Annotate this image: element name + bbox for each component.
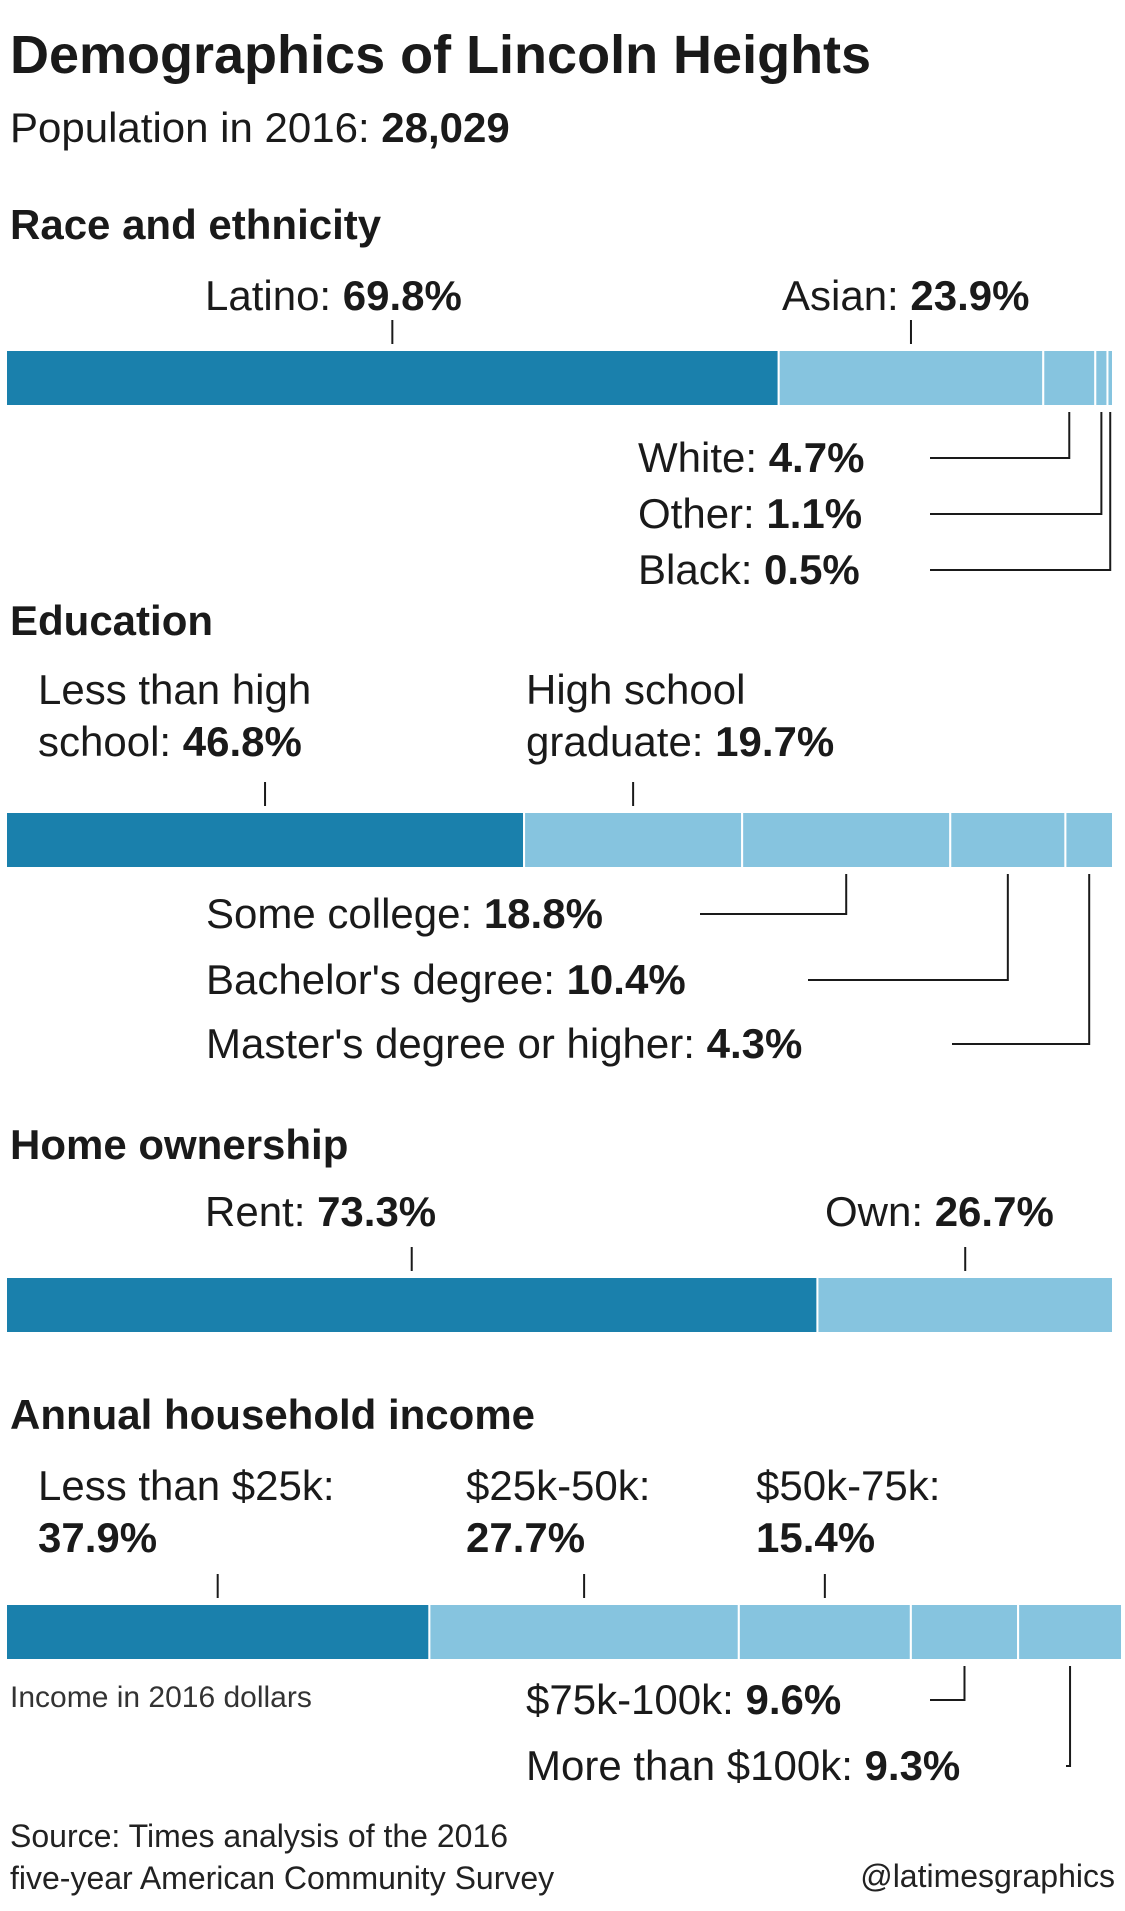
race-bar-segment-3 — [1094, 349, 1109, 407]
population-value: 28,029 — [381, 104, 510, 151]
white-label: White: 4.7% — [638, 434, 865, 481]
income-lt25-label: Less than $25k: 37.9% — [38, 1462, 335, 1561]
bachelors-label: Bachelor's degree: 10.4% — [206, 956, 686, 1003]
credit: @latimesgraphics — [860, 1858, 1115, 1894]
race-bar-segment-1 — [777, 349, 1045, 407]
income-bar-segment-0 — [5, 1603, 431, 1661]
income-75-100-label: $75k-100k: 9.6% — [526, 1676, 842, 1723]
income-gt100-label: More than $100k: 9.3% — [526, 1742, 961, 1789]
income-25-50-label: $25k-50k: 27.7% — [466, 1462, 651, 1561]
income-50-75-label: $50k-75k: 15.4% — [756, 1462, 941, 1561]
income-bar-segment-3 — [909, 1603, 1020, 1661]
less-than-hs-label: Less than high school: 46.8% — [38, 666, 312, 765]
income-note: Income in 2016 dollars — [10, 1681, 312, 1714]
education-bar-segment-0 — [5, 811, 526, 869]
race-bar-segment-2 — [1042, 349, 1097, 407]
education-leader-2 — [700, 874, 848, 915]
education-bar-segment-1 — [523, 811, 744, 869]
home-bar-segment-1 — [816, 1276, 1114, 1334]
education-leader-4 — [952, 874, 1091, 1045]
some-college-label: Some college: 18.8% — [206, 890, 603, 937]
black-label: Black: 0.5% — [638, 546, 860, 593]
race-bar-segment-4 — [1106, 349, 1114, 407]
income-leader-4 — [1066, 1666, 1072, 1767]
race-heading: Race and ethnicity — [10, 201, 382, 248]
own-label: Own: 26.7% — [825, 1188, 1054, 1235]
education-heading: Education — [10, 597, 214, 644]
race-leader-4 — [930, 412, 1112, 571]
hs-grad-label: High school graduate: 19.7% — [526, 666, 835, 765]
education-bar-segment-4 — [1064, 811, 1115, 869]
home-bar-segment-0 — [5, 1276, 819, 1334]
race-leader-3 — [930, 412, 1103, 515]
source-note: Source: Times analysis of the 2016 five-y… — [10, 1818, 555, 1896]
page-title: Demographics of Lincoln Heights — [10, 25, 872, 85]
education-bar-segment-2 — [741, 811, 952, 869]
rent-label: Rent: 73.3% — [205, 1188, 437, 1235]
masters-label: Master's degree or higher: 4.3% — [206, 1020, 803, 1067]
education-bar-segment-3 — [949, 811, 1067, 869]
latino-label: Latino: 69.8% — [205, 272, 462, 319]
race-bar-segment-0 — [5, 349, 780, 407]
income-bar-segment-4 — [1017, 1603, 1123, 1661]
population-subtitle: Population in 2016: 28,029 — [10, 100, 510, 156]
other-label: Other: 1.1% — [638, 490, 863, 537]
education-leader-3 — [808, 874, 1009, 981]
income-bar-segment-1 — [428, 1603, 740, 1661]
population-prefix: Population in 2016: — [10, 104, 382, 151]
income-leader-3 — [930, 1666, 966, 1701]
income-heading: Annual household income — [10, 1391, 536, 1438]
race-leader-2 — [930, 412, 1071, 459]
asian-label: Asian: 23.9% — [782, 272, 1030, 319]
income-bar-segment-2 — [737, 1603, 912, 1661]
home-heading: Home ownership — [10, 1121, 349, 1168]
